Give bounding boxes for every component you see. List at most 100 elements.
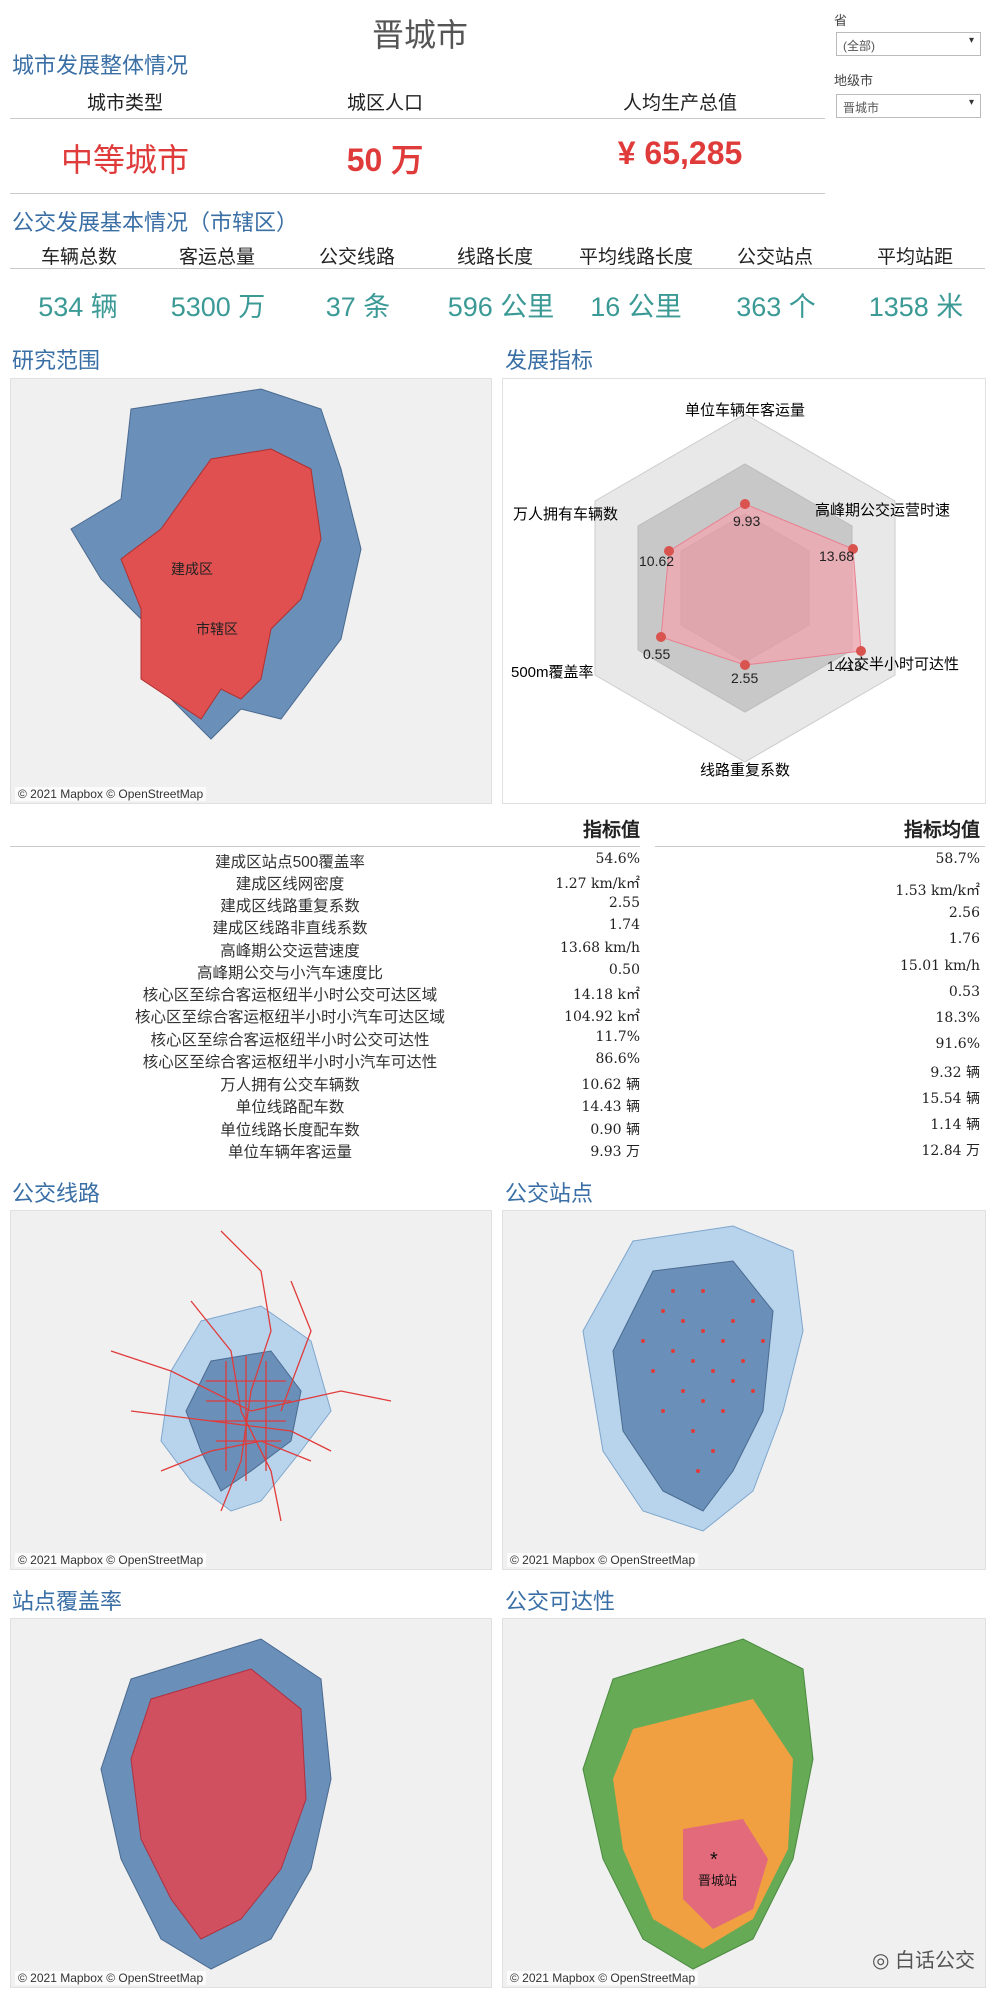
watermark-text: 白话公交 [895,1950,975,1972]
table-row-avg: 2.56 [948,905,980,921]
table-row-label: 高峰期公交与小汽车速度比 [196,965,383,982]
watermark: ◎ 白话公交 [872,1944,975,1973]
table-row-value: 1.74 [608,917,640,933]
population-value: 50 万 [346,142,424,178]
radar-point [656,632,666,642]
coverage-map-svg [100,1638,332,1970]
transit-section-title: 公交发展基本情况（市辖区） [12,210,299,235]
routes-title: 公交线路 [12,1181,101,1206]
transit-value-avg-route-length: 16 公里 [590,292,682,322]
routes-map[interactable]: © 2021 Mapbox © OpenStreetMap [10,1210,492,1570]
table-row-value: 54.6% [595,851,640,867]
stops-title: 公交站点 [505,1181,594,1206]
transit-value-ridership: 5300 万 [170,292,266,322]
indicator-table: 建成区站点500覆盖率 54.6% 58.7% 建成区线网密度 1.27 km/… [0,850,997,1170]
map-attribution: © 2021 Mapbox © OpenStreetMap [15,1553,207,1567]
radar-axis-label: 公交半小时可达性 [839,655,959,673]
wechat-icon: ◎ [871,1950,890,1972]
overview-section-title: 城市发展整体情况 [12,53,189,78]
table-row-label: 单位线路长度配车数 [220,1122,360,1139]
radar-value-label: 14.18 [827,658,862,674]
table-row-label: 单位线路配车数 [235,1099,345,1116]
table-row-avg: 0.53 [948,984,980,1000]
city-select[interactable]: 晋城市 ▾ [836,94,981,118]
transit-label-vehicles: 车辆总数 [40,247,117,268]
station-label: 晋城站 [698,1873,737,1888]
transit-value-route-length: 596 公里 [447,292,555,322]
chevron-down-icon: ▾ [968,35,974,46]
study-area-map[interactable]: 建成区 市辖区 © 2021 Mapbox © OpenStreetMap [10,378,492,804]
table-row-value: 0.90 辆 [590,1122,640,1138]
access-map[interactable]: * 晋城站 © 2021 Mapbox © OpenStreetMap ◎ 白话… [502,1618,986,1988]
table-row-value: 14.18 k㎡ [572,987,640,1003]
transit-value-stop-spacing: 1358 米 [868,292,964,322]
divider [10,118,825,119]
transit-label-avg-route-length: 平均线路长度 [578,247,693,268]
transit-value-routes: 37 条 [325,292,391,322]
radar-point [740,499,750,509]
stops-map-svg [582,1225,804,1532]
radar-svg: 单位车辆年客运量 高峰期公交运营时速 公交半小时可达性 线路重复系数 500m覆… [511,402,959,779]
overview-header-gdp: 人均生产总值 [622,93,737,114]
access-map-svg: * 晋城站 [582,1638,814,1970]
table-row-label: 核心区至综合客运枢纽半小时小汽车可达区域 [134,1009,445,1026]
table-row-avg: 1.53 km/k㎡ [895,883,980,899]
table-row-avg: 1.76 [948,931,980,947]
map-attribution: © 2021 Mapbox © OpenStreetMap [15,1971,207,1985]
indicators-title: 发展指标 [505,348,594,373]
city-filter-label: 地级市 [834,73,874,88]
table-row-label: 万人拥有公交车辆数 [220,1077,360,1094]
radar-point [664,546,674,556]
table-row-label: 核心区至综合客运枢纽半小时公交可达性 [150,1032,430,1049]
study-area-map-svg: 建成区 市辖区 [70,388,362,740]
radar-value-label: 13.68 [819,548,854,564]
table-row-label: 核心区至综合客运枢纽半小时小汽车可达性 [142,1054,438,1071]
built-area-label: 建成区 [171,561,213,577]
built-area-boundary [120,448,322,720]
table-row-label: 高峰期公交运营速度 [220,943,360,960]
transit-label-stops: 公交站点 [736,247,813,268]
table-row-value: 0.50 [608,962,640,978]
transit-value-stops: 363 个 [736,292,816,322]
table-row-value: 86.6% [595,1051,640,1067]
station-marker-icon: * [710,1849,718,1871]
table-header-value: 指标值 [582,820,640,841]
stop-points [641,1289,765,1473]
district-label: 市辖区 [196,621,238,637]
stops-map[interactable]: © 2021 Mapbox © OpenStreetMap [502,1210,986,1570]
city-type-value: 中等城市 [60,142,189,178]
radar-value-label: 9.93 [733,513,760,529]
overview-header-city-type: 城市类型 [86,93,163,114]
map-attribution: © 2021 Mapbox © OpenStreetMap [507,1553,699,1567]
radar-point [740,660,750,670]
table-row-value: 1.27 km/k㎡ [555,876,640,892]
table-row-avg: 15.54 辆 [921,1091,980,1107]
province-select[interactable]: (全部) ▾ [836,32,981,56]
table-row-value: 2.55 [608,895,640,911]
coverage-area [130,1668,307,1940]
radar-axis-label: 单位车辆年客运量 [685,402,805,419]
radar-value-label: 0.55 [643,646,670,662]
radar-value-label: 10.62 [639,553,674,569]
table-row-value: 14.43 辆 [581,1099,640,1115]
access-title: 公交可达性 [505,1589,616,1614]
table-row-avg: 1.14 辆 [930,1117,980,1133]
table-row-avg: 9.32 辆 [930,1065,980,1081]
table-row-avg: 12.84 万 [921,1143,980,1159]
table-row-value: 10.62 辆 [581,1077,640,1093]
province-filter-label: 省 [834,13,848,28]
table-row-label: 建成区线路非直线系数 [212,920,368,937]
table-row-value: 11.7% [595,1029,640,1045]
table-row-avg: 18.3% [935,1010,980,1026]
radar-value-label: 2.55 [731,670,758,686]
map-attribution: © 2021 Mapbox © OpenStreetMap [507,1971,699,1985]
access-pink-zone [683,1819,768,1929]
table-row-label: 建成区站点500覆盖率 [215,854,365,871]
divider [655,846,985,847]
study-area-title: 研究范围 [12,348,101,373]
route-lines [110,1230,392,1522]
built-area [612,1260,774,1512]
table-row-label: 单位车辆年客运量 [227,1144,352,1161]
radar-axis-label: 线路重复系数 [700,761,790,779]
coverage-map[interactable]: © 2021 Mapbox © OpenStreetMap [10,1618,492,1988]
